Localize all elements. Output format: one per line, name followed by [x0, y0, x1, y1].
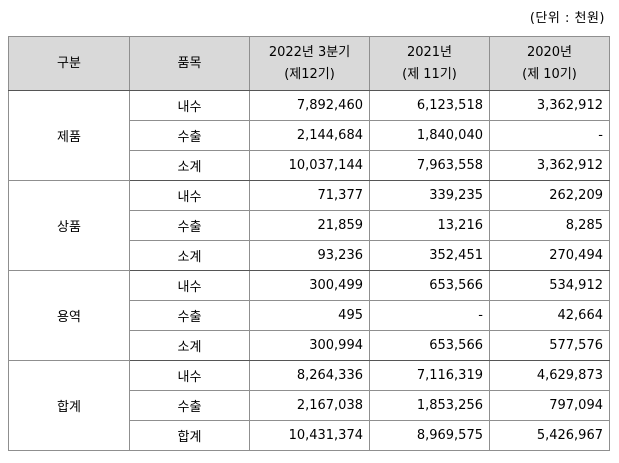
value-cell: 577,576: [489, 330, 610, 361]
item-cell: 수출: [129, 210, 250, 241]
value-cell: 534,912: [489, 270, 610, 301]
header-period-2021-label: 2021년: [406, 44, 453, 60]
value-cell: 10,037,144: [249, 150, 370, 181]
category-cell: 상품: [8, 180, 130, 271]
value-cell: 13,216: [369, 210, 490, 241]
table-row: 수출 495 - 42,664: [9, 300, 610, 331]
item-cell: 내수: [129, 270, 250, 301]
value-cell: -: [369, 300, 490, 331]
item-cell: 소계: [129, 240, 250, 271]
value-cell: 8,264,336: [249, 360, 370, 391]
value-cell: 2,167,038: [249, 390, 370, 421]
header-category: 구분: [8, 36, 130, 91]
unit-note: (단위 : 천원): [529, 11, 605, 26]
category-cell: 제품: [8, 90, 130, 181]
value-cell: 7,116,319: [369, 360, 490, 391]
item-cell: 수출: [129, 120, 250, 151]
value-cell: 5,426,967: [489, 420, 610, 451]
value-cell: 8,285: [489, 210, 610, 241]
table-row: 수출 2,144,684 1,840,040 -: [9, 120, 610, 151]
value-cell: 4,629,873: [489, 360, 610, 391]
category-cell: 합계: [8, 360, 130, 451]
value-cell: 1,840,040: [369, 120, 490, 151]
header-period-2021: 2021년 (제 11기): [369, 36, 490, 91]
value-cell: 71,377: [249, 180, 370, 211]
header-period-2022q3-label: 2022년 3분기: [268, 44, 351, 60]
value-cell: 1,853,256: [369, 390, 490, 421]
value-cell: 797,094: [489, 390, 610, 421]
header-period-2020-label: 2020년: [526, 44, 573, 60]
table-row: 수출 21,859 13,216 8,285: [9, 210, 610, 241]
value-cell: 300,994: [249, 330, 370, 361]
item-cell: 내수: [129, 90, 250, 121]
value-cell: 21,859: [249, 210, 370, 241]
item-cell: 내수: [129, 360, 250, 391]
header-period-2020-term: (제 10기): [522, 66, 577, 82]
table-row: 상품 내수 71,377 339,235 262,209: [8, 180, 610, 271]
value-cell: 3,362,912: [489, 90, 610, 121]
value-cell: -: [489, 120, 610, 151]
header-period-2020: 2020년 (제 10기): [489, 36, 610, 91]
value-cell: 42,664: [489, 300, 610, 331]
table-row: 제품 내수 7,892,460 6,123,518 3,362,912: [8, 90, 610, 181]
table-row: 합계 내수 8,264,336 7,116,319 4,629,873: [8, 360, 610, 451]
item-cell: 수출: [129, 390, 250, 421]
item-cell: 합계: [129, 420, 250, 451]
value-cell: 10,431,374: [249, 420, 370, 451]
item-cell: 내수: [129, 180, 250, 211]
value-cell: 270,494: [489, 240, 610, 271]
sales-table: 구분 품목 2022년 3분기 (제12기) 2021년 (제 11기) 202…: [8, 36, 610, 451]
header-period-2021-term: (제 11기): [402, 66, 457, 82]
value-cell: 2,144,684: [249, 120, 370, 151]
value-cell: 6,123,518: [369, 90, 490, 121]
value-cell: 262,209: [489, 180, 610, 211]
item-cell: 소계: [129, 150, 250, 181]
value-cell: 352,451: [369, 240, 490, 271]
header-item: 품목: [129, 36, 250, 91]
header-period-2022q3: 2022년 3분기 (제12기): [249, 36, 370, 91]
table-row: 소계 300,994 653,566 577,576: [9, 330, 610, 361]
category-cell: 용역: [8, 270, 130, 361]
value-cell: 8,969,575: [369, 420, 490, 451]
value-cell: 7,963,558: [369, 150, 490, 181]
value-cell: 7,892,460: [249, 90, 370, 121]
value-cell: 653,566: [369, 330, 490, 361]
item-cell: 소계: [129, 330, 250, 361]
table-row: 용역 내수 300,499 653,566 534,912: [8, 270, 610, 361]
table-row: 합계 10,431,374 8,969,575 5,426,967: [9, 420, 610, 451]
value-cell: 93,236: [249, 240, 370, 271]
header-row: 구분 품목 2022년 3분기 (제12기) 2021년 (제 11기) 202…: [8, 36, 610, 91]
value-cell: 300,499: [249, 270, 370, 301]
table-row: 소계 10,037,144 7,963,558 3,362,912: [9, 150, 610, 181]
value-cell: 3,362,912: [489, 150, 610, 181]
value-cell: 339,235: [369, 180, 490, 211]
value-cell: 495: [249, 300, 370, 331]
header-period-2022q3-term: (제12기): [284, 66, 335, 82]
value-cell: 653,566: [369, 270, 490, 301]
item-cell: 수출: [129, 300, 250, 331]
